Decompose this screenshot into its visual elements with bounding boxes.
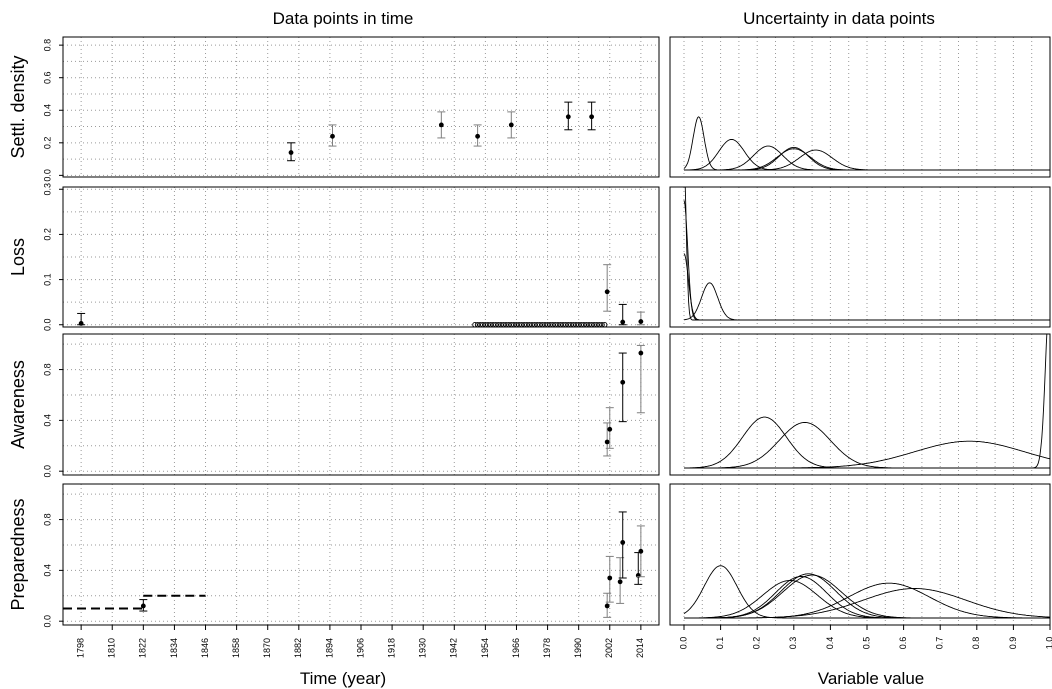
y-tick-label: 0.0 [42,169,52,182]
x-tick-label: 1858 [231,638,241,658]
data-point [620,540,626,545]
left-column-title: Data points in time [273,9,414,28]
data-point [475,133,481,139]
density-curve [684,187,1050,321]
density-curve [683,200,1050,321]
data-point [617,579,623,585]
data-point [638,319,644,324]
x-tick-label: 0.7 [935,637,945,650]
density-curve [684,149,1050,171]
row-label: Awareness [8,360,28,449]
x-tick-label: 1990 [573,638,583,658]
y-tick-label: 0.0 [42,465,52,478]
x-tick-label: 2014 [635,638,645,658]
left-x-axis-label: Time (year) [300,669,386,688]
y-tick-label: 0.8 [42,39,52,52]
x-tick-label: 1798 [76,638,86,658]
data-point [589,114,595,120]
y-tick-label: 0.3 [42,183,52,196]
data-point [508,122,514,128]
panel-loss: Loss 0.0 0.1 0.2 0.3 [8,183,1051,331]
density-curve [684,334,1048,469]
x-tick-label: 1.0 [1044,637,1052,650]
data-point [604,439,610,445]
y-tick-label: 0.2 [42,137,52,150]
left-panel-frame [62,483,660,626]
right-column-title: Uncertainty in data points [743,9,935,28]
panel-settl-density: Settl. density 0.0 0.2 0.4 0.6 0.8 [8,36,1051,182]
data-point [438,122,444,128]
data-point [140,603,146,609]
data-point [607,426,613,432]
x-tick-label: 2002 [604,638,614,658]
data-point [620,319,626,325]
row-label: Loss [8,238,28,276]
y-tick-label: 0.8 [42,513,52,526]
y-tick-label: 0.0 [42,318,52,331]
y-tick-label: 0.6 [42,71,52,84]
panel-preparedness: Preparedness 0.0 0.4 0.8 [8,483,1051,628]
x-tick-label: 0.3 [788,637,798,650]
plot-area: Settl. density 0.0 0.2 0.4 0.6 0.8 Loss 0.0 0.1 0… [8,36,1052,658]
data-point [638,548,644,554]
y-tick-label: 0.4 [42,564,52,577]
density-curve [684,588,1050,619]
x-tick-label: 1978 [542,638,552,658]
x-tick-label: 0.5 [861,637,871,650]
right-panel-frame [669,186,1051,328]
data-point [78,320,84,326]
x-tick-label: 0.4 [825,637,835,650]
y-tick-label: 0.1 [42,273,52,286]
data-point [565,114,571,120]
left-panel-frame [62,36,660,178]
data-point [604,603,610,609]
panel-awareness: Awareness 0.0 0.4 0.8 [8,333,1051,478]
x-tick-label: 1942 [449,638,459,658]
x-tick-label: 0.9 [1008,637,1018,650]
density-curve [684,421,1050,469]
y-tick-label: 0.4 [42,414,52,427]
density-curve [683,282,1050,321]
row-label: Preparedness [8,498,28,610]
x-tick-label: 1834 [169,638,179,658]
data-point [330,133,335,139]
data-point [620,379,626,385]
y-tick-label: 0.2 [42,228,52,241]
data-point [288,150,294,155]
right-panel-frame [669,36,1051,178]
data-point [604,289,610,295]
x-tick-label: 1870 [262,638,272,658]
data-point [638,350,644,356]
x-tick-label: 0.1 [715,637,725,650]
density-curve [684,574,1050,619]
x-tick-label: 1882 [293,638,303,658]
y-tick-label: 0.0 [42,615,52,628]
x-tick-label: 1846 [200,638,210,658]
x-tick-label: 1954 [480,638,490,658]
x-tick-label: 1966 [511,638,521,658]
left-panel-frame [62,186,660,328]
x-tick-label: 0.0 [678,637,688,650]
row-label: Settl. density [8,55,28,158]
x-tick-label: 1906 [355,638,365,658]
right-x-axis-label: Variable value [818,669,924,688]
x-tick-label: 0.6 [898,637,908,650]
x-tick-label: 1894 [324,638,334,658]
x-tick-label: 0.8 [971,637,981,650]
x-tick-label: 0.2 [752,637,762,650]
y-tick-label: 0.8 [42,363,52,376]
x-tick-label: 1810 [107,638,117,658]
x-tick-label: 1918 [386,638,396,658]
x-tick-label: 1822 [138,638,148,658]
right-panel-frame [669,483,1051,626]
left-panel-frame [62,333,660,476]
right-panel-frame [669,333,1051,476]
data-point [607,575,613,581]
y-tick-label: 0.4 [42,104,52,117]
x-tick-label: 1930 [418,638,428,658]
